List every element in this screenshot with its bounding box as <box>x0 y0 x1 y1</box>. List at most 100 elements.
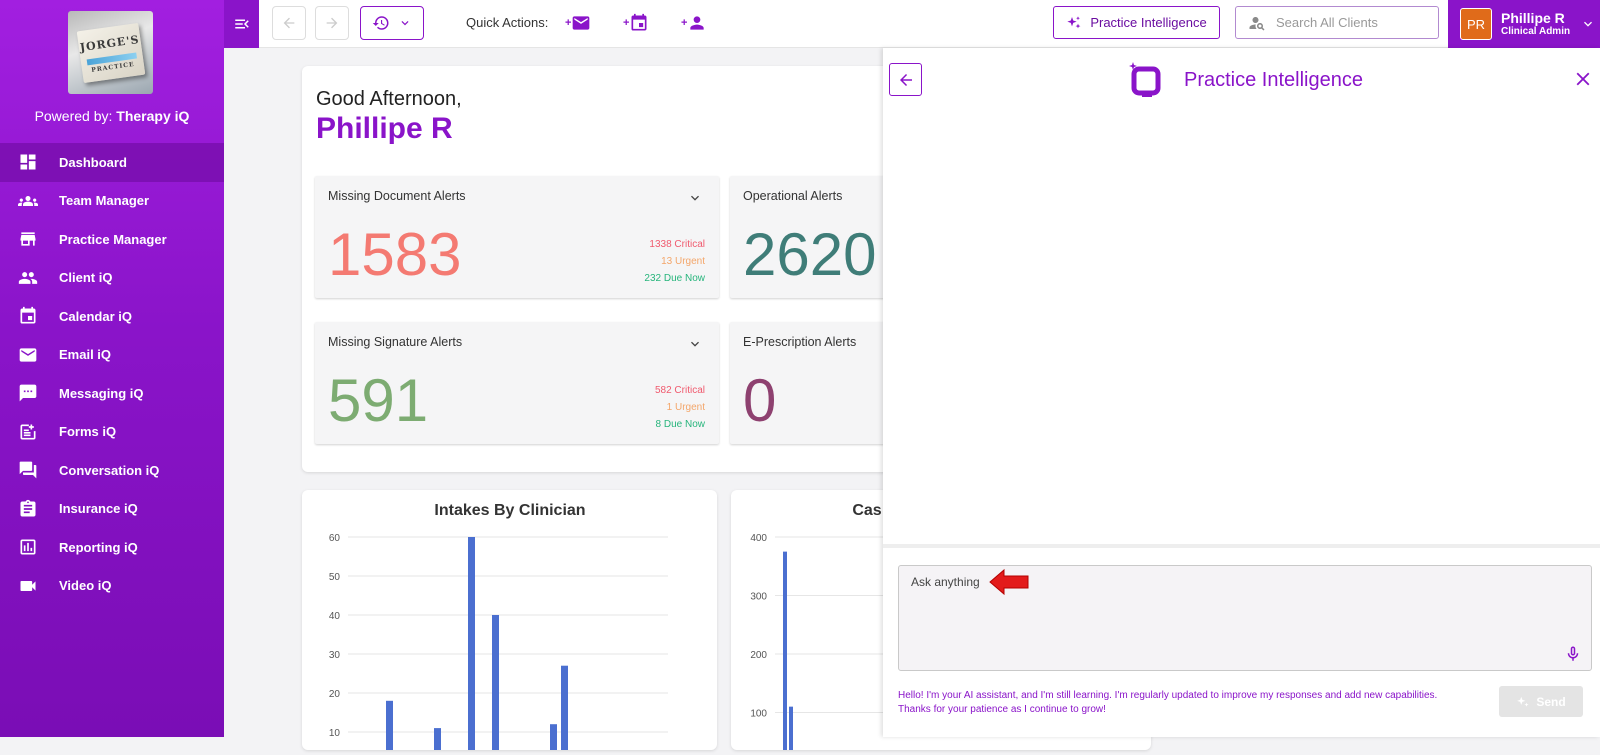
forward-nav-button[interactable] <box>315 6 349 40</box>
practice-logo: JORGE'S PRACTICE <box>68 11 153 94</box>
ai-disclaimer: Hello! I'm your AI assistant, and I'm st… <box>898 690 1438 715</box>
microphone-icon[interactable] <box>1564 644 1582 664</box>
quick-calendar-button[interactable]: + <box>623 12 649 34</box>
bar[interactable] <box>434 728 441 755</box>
quick-add-client-button[interactable]: + <box>681 12 707 34</box>
chevron-down-icon[interactable] <box>687 336 703 352</box>
bar[interactable] <box>783 551 787 755</box>
bar[interactable] <box>492 615 499 755</box>
sidebar-item-team-manager[interactable]: Team Manager <box>0 182 224 221</box>
divider <box>883 544 1600 548</box>
y-tick-label: 40 <box>329 611 341 622</box>
missing-signature-alerts-card[interactable]: Missing Signature Alerts 591 582 Critica… <box>315 322 719 444</box>
critical-count: 582 Critical <box>654 385 705 396</box>
due-now-count: 8 Due Now <box>655 419 705 430</box>
forms-icon <box>20 424 36 440</box>
history-dropdown-button[interactable] <box>360 6 424 40</box>
urgent-count: 13 Urgent <box>661 256 705 267</box>
y-tick-label: 10 <box>329 728 341 739</box>
store-icon <box>20 232 36 246</box>
sidebar: JORGE'S PRACTICE Powered by: Therapy iQ D… <box>0 0 224 737</box>
user-role: Clinical Admin <box>1501 26 1571 37</box>
chart-title: Cas <box>852 502 881 519</box>
urgent-count: 1 Urgent <box>666 402 705 413</box>
bar[interactable] <box>561 665 568 755</box>
close-icon[interactable] <box>1572 68 1594 90</box>
clipboard-icon <box>20 499 36 517</box>
greeting: Good Afternoon, <box>316 88 462 110</box>
bar[interactable] <box>789 706 793 755</box>
sidebar-item-forms-iq[interactable]: Forms iQ <box>0 413 224 452</box>
history-icon <box>372 16 389 30</box>
top-bar: Quick Actions: + + + Practice Intelligen… <box>224 0 1600 48</box>
sidebar-item-client-iq[interactable]: Client iQ <box>0 259 224 298</box>
sidebar-item-dashboard[interactable]: Dashboard <box>0 143 224 182</box>
people-icon <box>18 271 38 284</box>
chevron-down-icon[interactable] <box>687 190 703 206</box>
person-add-icon <box>690 16 705 30</box>
sidebar-item-insurance-iq[interactable]: Insurance iQ <box>0 490 224 529</box>
page-title: Phillipe R <box>316 112 453 145</box>
user-menu[interactable]: PR Phillipe R Clinical Admin <box>1448 0 1600 48</box>
chart-title: Intakes By Clinician <box>434 502 585 519</box>
welcome-card: Good Afternoon, Phillipe R Missing Docum… <box>302 66 1134 472</box>
person-search-icon <box>1249 16 1265 30</box>
menu-collapse-button[interactable] <box>224 0 259 48</box>
calendar-icon <box>20 307 36 324</box>
y-tick-label: 60 <box>329 533 341 544</box>
sparkle-icon <box>1067 15 1081 28</box>
quick-actions-label: Quick Actions: <box>466 15 549 30</box>
practice-intelligence-logo-icon <box>1129 62 1161 97</box>
back-nav-button[interactable] <box>272 6 306 40</box>
red-arrow-annotation-icon <box>989 568 1029 596</box>
powered-by: Powered by: Therapy iQ <box>34 108 190 124</box>
alert-count: 0 <box>743 367 777 434</box>
team-icon <box>18 195 38 206</box>
arrow-left-icon <box>283 17 295 29</box>
search-input[interactable] <box>1276 15 1426 30</box>
menu-collapse-icon <box>234 19 249 29</box>
practice-intelligence-panel: Practice Intelligence Hello! I'm your AI… <box>883 48 1600 737</box>
sidebar-item-reporting-iq[interactable]: Reporting iQ <box>0 528 224 567</box>
missing-document-alerts-card[interactable]: Missing Document Alerts 1583 1338 Critic… <box>315 176 719 298</box>
sidebar-item-video-iq[interactable]: Video iQ <box>0 567 224 606</box>
send-button[interactable]: Send <box>1499 686 1583 717</box>
bar[interactable] <box>550 724 557 755</box>
mail-icon <box>573 16 590 30</box>
panel-title: Practice Intelligence <box>1184 69 1363 91</box>
calendar-add-icon <box>631 13 647 31</box>
y-tick-label: 400 <box>750 533 767 544</box>
user-name: Phillipe R <box>1501 10 1565 26</box>
chevron-down-icon <box>1584 21 1593 27</box>
panel-back-button[interactable] <box>889 63 922 96</box>
sidebar-item-conversation-iq[interactable]: Conversation iQ <box>0 451 224 490</box>
dashboard-icon <box>20 154 36 170</box>
intakes-by-clinician-chart: Intakes By Clinician 60 50 40 30 20 10 <box>329 502 668 755</box>
alert-count: 1583 <box>328 221 462 288</box>
sidebar-item-messaging-iq[interactable]: Messaging iQ <box>0 374 224 413</box>
sidebar-item-calendar-iq[interactable]: Calendar iQ <box>0 297 224 336</box>
critical-count: 1338 Critical <box>649 239 705 250</box>
alert-count: 2620 <box>743 221 877 288</box>
y-tick-label: 30 <box>329 650 341 661</box>
quick-email-button[interactable]: + <box>565 12 591 34</box>
bar[interactable] <box>468 537 475 755</box>
due-now-count: 232 Due Now <box>644 273 705 284</box>
y-tick-label: 20 <box>329 689 341 700</box>
mail-icon <box>19 348 37 362</box>
sidebar-nav: Dashboard Team Manager Practice Manager … <box>0 143 224 605</box>
sidebar-item-practice-manager[interactable]: Practice Manager <box>0 220 224 259</box>
chevron-down-icon <box>401 21 409 26</box>
sidebar-item-email-iq[interactable]: Email iQ <box>0 336 224 375</box>
practice-intelligence-button[interactable]: Practice Intelligence <box>1053 6 1220 39</box>
bar[interactable] <box>386 700 393 755</box>
chat-icon <box>19 461 37 479</box>
y-tick-label: 100 <box>750 709 767 720</box>
arrow-left-icon <box>899 73 912 86</box>
client-search <box>1235 6 1439 39</box>
report-icon <box>20 539 36 555</box>
intakes-chart-card: Intakes By Clinician 60 50 40 30 20 10 <box>302 490 717 755</box>
arrow-right-icon <box>326 17 338 29</box>
y-tick-label: 200 <box>750 650 767 661</box>
y-tick-label: 50 <box>329 572 341 583</box>
